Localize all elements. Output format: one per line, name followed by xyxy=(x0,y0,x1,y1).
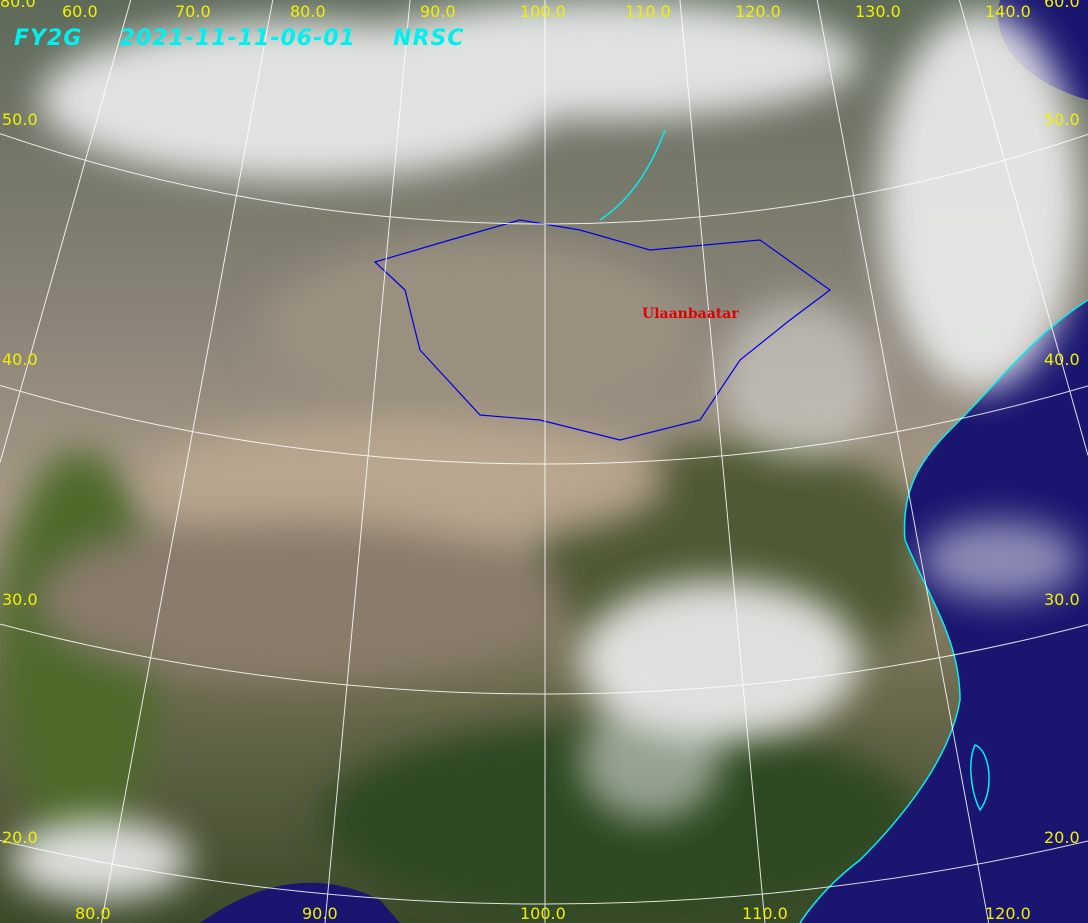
latitude-label: 30.0 xyxy=(1044,590,1080,609)
clouds xyxy=(10,0,1080,900)
longitude-label: 140.0 xyxy=(985,2,1031,21)
longitude-label: 120.0 xyxy=(735,2,781,21)
longitude-label: 120.0 xyxy=(985,904,1031,923)
latitude-label: 30.0 xyxy=(2,590,38,609)
city-label-ulaanbaatar: Ulaanbaatar xyxy=(642,306,739,322)
latitude-label: 40.0 xyxy=(2,350,38,369)
latitude-label: 40.0 xyxy=(1044,350,1080,369)
parallel-line xyxy=(0,839,1088,905)
corner-label: 60.0 xyxy=(1044,0,1080,11)
meridian-line xyxy=(324,0,411,923)
latitude-label: 20.0 xyxy=(2,828,38,847)
parallel-line xyxy=(0,623,1088,695)
parallel-line xyxy=(0,384,1088,465)
meridian-line xyxy=(679,0,766,923)
latitude-label: 50.0 xyxy=(1044,110,1080,129)
meridian-line xyxy=(958,0,1088,456)
meridian-line xyxy=(100,0,274,923)
longitude-label: 70.0 xyxy=(175,2,211,21)
longitude-label: 110.0 xyxy=(742,904,788,923)
longitude-label: 90.0 xyxy=(420,2,456,21)
longitude-label: 80.0 xyxy=(75,904,111,923)
longitude-label: 100.0 xyxy=(520,904,566,923)
latitude-label: 20.0 xyxy=(1044,828,1080,847)
longitude-label: 80.0 xyxy=(290,2,326,21)
longitude-label: 60.0 xyxy=(62,2,98,21)
meridian-line xyxy=(816,0,990,923)
meridian-line xyxy=(0,0,132,463)
longitude-label: 100.0 xyxy=(520,2,566,21)
parallel-line xyxy=(0,133,1088,225)
longitude-label: 90.0 xyxy=(302,904,338,923)
corner-label: 80.0 xyxy=(0,0,36,11)
coastline xyxy=(599,129,1088,923)
longitude-label: 130.0 xyxy=(855,2,901,21)
longitude-label: 110.0 xyxy=(625,2,671,21)
mongolia-border xyxy=(373,219,832,441)
latitude-label: 50.0 xyxy=(2,110,38,129)
image-title: FY2G 2021-11-11-06-01 NRSC xyxy=(14,26,465,51)
ocean xyxy=(200,0,1088,923)
